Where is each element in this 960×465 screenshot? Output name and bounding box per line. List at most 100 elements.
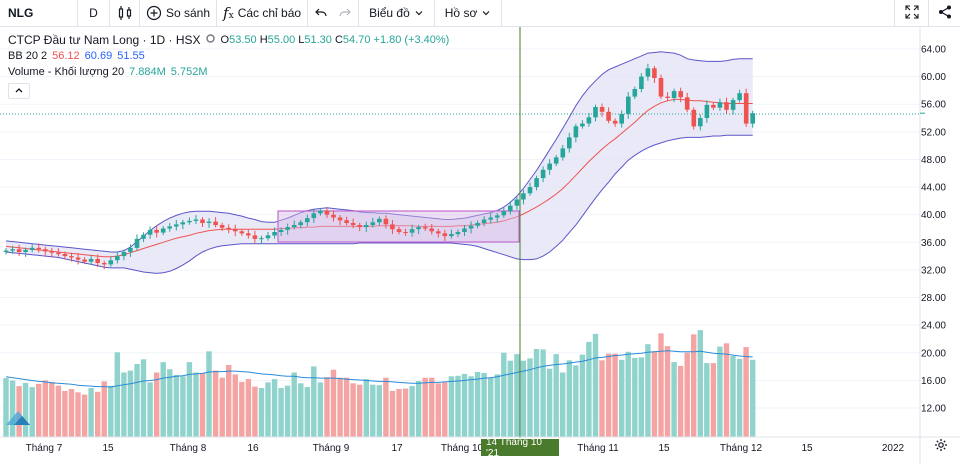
volume-bar: [258, 388, 265, 437]
candle-body: [43, 249, 48, 252]
candle: [298, 219, 303, 229]
time-tick-label: Tháng 12: [720, 443, 763, 454]
candle: [36, 243, 42, 253]
candle: [501, 207, 507, 218]
candle-body: [121, 252, 127, 257]
time-tick-label: 15: [801, 443, 813, 454]
candle: [652, 65, 657, 83]
volume-bar: [121, 372, 127, 437]
interval-button[interactable]: D: [78, 0, 110, 26]
profile-button[interactable]: Hồ sơ: [435, 0, 503, 26]
candle-body: [684, 97, 690, 110]
legend-collapse-button[interactable]: [8, 83, 30, 99]
volume-bar: [402, 388, 409, 437]
redo-icon[interactable]: [338, 6, 352, 20]
candle-body: [187, 220, 192, 223]
time-axis: Tháng 7 15 Tháng 8 16 Tháng 9 17 Tháng 10 Tháng…: [26, 443, 905, 454]
volume-bar: [415, 381, 422, 437]
candle-body: [606, 111, 611, 121]
candle-body: [174, 224, 179, 227]
candle: [711, 102, 716, 111]
candle-body: [213, 221, 218, 226]
candle: [737, 89, 742, 103]
chart-settings-button[interactable]: [922, 437, 960, 457]
volume-bar: [370, 384, 376, 437]
volume-bar: [658, 333, 664, 437]
volume-bar: [468, 376, 474, 437]
candle-body: [49, 251, 55, 253]
volume-bar: [186, 362, 193, 437]
candle-body: [318, 210, 323, 214]
candle: [219, 222, 225, 232]
price-tick-label: 36.00: [921, 238, 946, 249]
volume-bar: [435, 383, 441, 437]
candle: [488, 212, 493, 224]
legend-volume-row[interactable]: Volume - Khối lượng 20 7.884M 5.752M: [8, 64, 449, 80]
symbol-search-button[interactable]: NLG: [0, 0, 78, 26]
time-tick-label: 17: [391, 443, 403, 454]
volume-bar: [710, 363, 717, 437]
volume-bar: [645, 344, 651, 437]
candle: [645, 63, 651, 81]
candles-icon: [117, 5, 133, 21]
volume-bar: [520, 360, 527, 437]
chart-legend: CTCP Đầu tư Nam Long · 1D · HSX O53.50 H…: [8, 32, 449, 99]
candle: [82, 257, 87, 265]
candle-body: [626, 96, 631, 114]
volume-bar: [160, 362, 166, 437]
legend-bb-row[interactable]: BB 20 2 56.12 60.69 51.55: [8, 48, 449, 64]
candle-body: [298, 222, 303, 226]
candle-body: [436, 231, 441, 234]
volume-bar: [527, 358, 533, 437]
candle: [619, 110, 624, 128]
volume-bar: [736, 358, 743, 437]
volume-bar: [49, 381, 55, 437]
compare-button[interactable]: So sánh: [140, 0, 218, 26]
candle: [200, 217, 205, 228]
candle-body: [468, 225, 474, 229]
candle: [455, 229, 461, 238]
candle: [154, 225, 159, 238]
undo-icon[interactable]: [314, 6, 328, 20]
legend-title-row: CTCP Đầu tư Nam Long · 1D · HSX O53.50 H…: [8, 32, 449, 48]
candle-body: [619, 113, 624, 124]
candle-body: [200, 219, 205, 223]
candle-body: [147, 229, 153, 235]
candle-body: [429, 228, 434, 232]
candle: [49, 247, 55, 258]
indicators-button[interactable]: fx Các chỉ báo: [217, 0, 309, 26]
candle: [468, 221, 474, 234]
candle-body: [337, 217, 343, 221]
price-tick-label: 44.00: [921, 183, 946, 194]
chart-style-button[interactable]: [110, 0, 140, 26]
volume-bar: [560, 372, 566, 437]
candle-body: [246, 233, 251, 236]
candle-body: [23, 249, 28, 252]
volume-ma: [5, 350, 753, 388]
volume-bar: [717, 346, 723, 437]
add-circle-icon: [146, 5, 162, 21]
candle: [383, 215, 389, 229]
time-tick-label: 2022: [882, 443, 905, 454]
candle-body: [573, 126, 579, 138]
candle-body: [219, 225, 225, 228]
candle: [305, 214, 310, 227]
share-button[interactable]: [928, 0, 960, 26]
volume-bar: [579, 354, 586, 437]
highlight-rectangle[interactable]: [277, 210, 520, 243]
candle-body: [36, 247, 42, 250]
chart-type-button[interactable]: Biểu đồ: [359, 0, 435, 26]
volume-bar: [284, 385, 291, 437]
candle-body: [599, 107, 605, 112]
volume-bar: [167, 369, 173, 437]
fullscreen-button[interactable]: [894, 0, 929, 26]
candle-body: [232, 229, 238, 232]
candle: [128, 244, 133, 257]
price-tick-label: 12.00: [921, 404, 946, 415]
candle: [363, 221, 369, 233]
candle-body: [711, 104, 716, 108]
candle: [232, 224, 238, 237]
candle: [658, 74, 664, 100]
candle: [226, 224, 231, 234]
